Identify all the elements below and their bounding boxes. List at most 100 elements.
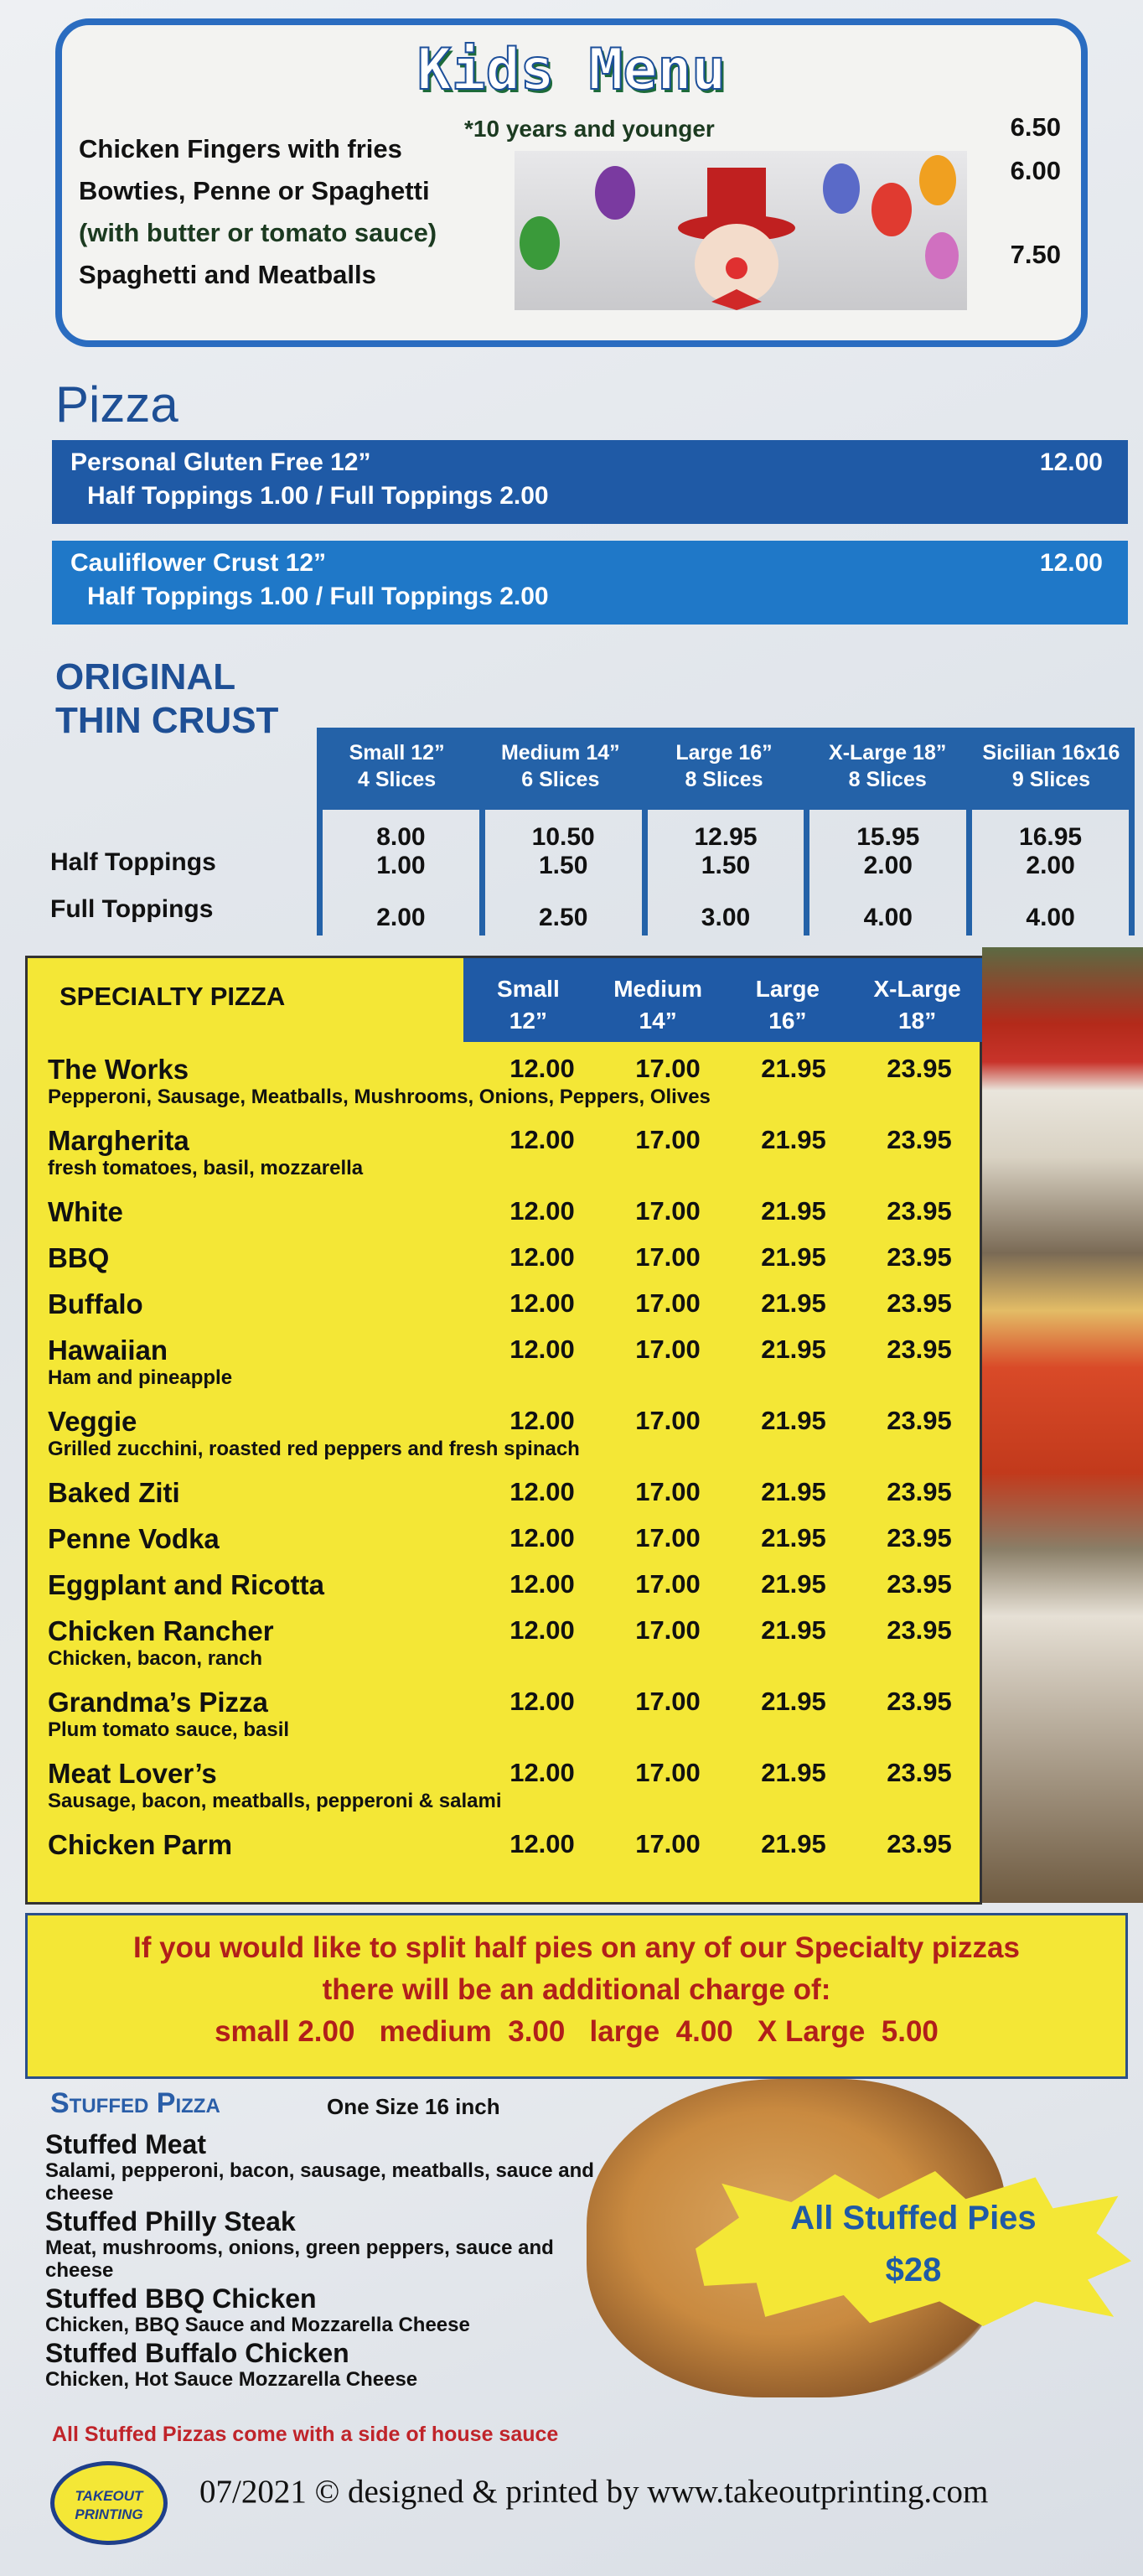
price-medium: 17.00 (635, 1758, 701, 1787)
split-note-line: If you would like to split half pies on … (133, 1931, 1020, 1964)
price-medium: 17.00 (635, 1523, 701, 1552)
split-note-line: there will be an additional charge of: (322, 1973, 831, 2006)
specialty-row: Veggie Grilled zucchini, roasted red pepp… (48, 1394, 970, 1465)
specialty-row: Penne Vodka 12.00 17.00 21.95 23.95 (48, 1511, 970, 1558)
slices-label: 8 Slices (685, 768, 763, 791)
price-small: 12.00 (509, 1288, 575, 1318)
slices-label: 6 Slices (521, 768, 600, 791)
size-column-header: Large 16” (723, 958, 853, 1042)
pizza-description: Pepperoni, Sausage, Meatballs, Mushrooms… (48, 1086, 711, 1108)
kids-price: 7.50 (1010, 240, 1061, 269)
pizza-description: Plum tomato sauce, basil (48, 1718, 290, 1741)
pizza-section-title: Pizza (55, 376, 178, 433)
specialty-pizza-panel: SPECIALTY PIZZA Small 12” Medium 14” Large 16… (25, 956, 982, 1905)
price-small: 12.00 (509, 1125, 575, 1154)
specialty-size-header: Small 12” Medium 14” Large 16” X-Large 18” (463, 958, 982, 1042)
price-x-large: 23.95 (887, 1054, 952, 1083)
price-small: 12.00 (509, 1406, 575, 1435)
kids-price: 6.50 (1010, 112, 1061, 142)
specialty-row: Meat Lover’s Sausage, bacon, meatballs, p… (48, 1746, 970, 1817)
price-small: 12.00 (509, 1687, 575, 1716)
kids-menu-title: Kids Menu (416, 36, 727, 104)
size-column-header: Medium 14” (593, 958, 723, 1042)
price-large: 21.95 (761, 1523, 826, 1552)
specialty-row: Grandma’s Pizza Plum tomato sauce, basil 1… (48, 1675, 970, 1746)
pizza-description: Sausage, bacon, meatballs, pepperoni & s… (48, 1790, 502, 1812)
base-price: 12.95 (694, 823, 758, 851)
full-toppings-label: Full Toppings (50, 895, 214, 923)
base-price: 8.00 (376, 823, 426, 851)
specialty-row: Baked Ziti 12.00 17.00 21.95 23.95 (48, 1465, 970, 1511)
stuffed-pizza-title: Stuffed Pizza (50, 2087, 220, 2119)
price-x-large: 23.95 (887, 1569, 952, 1599)
price-small: 12.00 (509, 1615, 575, 1645)
specialty-row: BBQ 12.00 17.00 21.95 23.95 (48, 1231, 970, 1277)
price-x-large: 23.95 (887, 1335, 952, 1364)
price-x-large: 23.95 (887, 1406, 952, 1435)
stuffed-item: Stuffed Philly Steak Meat, mushrooms, oni… (45, 2206, 598, 2282)
item-name: Cauliflower Crust 12” (70, 549, 327, 577)
pizza-name: Chicken Rancher (48, 1615, 274, 1646)
pizza-name: Chicken Parm (48, 1829, 233, 1860)
item-toppings: Half Toppings 1.00 / Full Toppings 2.00 (87, 583, 549, 610)
stuffed-sauce-note: All Stuffed Pizzas come with a side of h… (52, 2423, 559, 2446)
stuffed-description: Chicken, Hot Sauce Mozzarella Cheese (45, 2368, 418, 2391)
thin-crust-title-line: ORIGINAL (55, 656, 236, 697)
specialty-row: Eggplant and Ricotta 12.00 17.00 21.95 23.95 (48, 1558, 970, 1604)
size-inch: 12” (509, 1008, 547, 1034)
full-topping-price: 4.00 (863, 904, 913, 931)
kids-item: Spaghetti and Meatballs (79, 260, 376, 289)
price-medium: 17.00 (635, 1406, 701, 1435)
specialty-row: Hawaiian Ham and pineapple 12.00 17.00 21.95… (48, 1323, 970, 1394)
price-medium: 17.00 (635, 1335, 701, 1364)
size-header: Large 16” 8 Slices (644, 728, 808, 810)
stuffed-description: Meat, mushrooms, onions, green peppers, … (45, 2237, 554, 2282)
item-toppings: Half Toppings 1.00 / Full Toppings 2.00 (87, 482, 549, 510)
price-large: 21.95 (761, 1758, 826, 1787)
cauliflower-crust-bar: Cauliflower Crust 12” Half Toppings 1.00… (52, 541, 1128, 625)
price-cell: 8.00 1.00 2.00 (317, 810, 479, 936)
price-cell: 16.95 2.00 4.00 (966, 810, 1135, 936)
clown-icon (520, 155, 959, 310)
size-label: Medium 14” (500, 741, 620, 765)
pizza-name: Eggplant and Ricotta (48, 1569, 324, 1600)
full-topping-price: 3.00 (701, 904, 751, 931)
stuffed-description: Chicken, BBQ Sauce and Mozzarella Cheese (45, 2314, 470, 2336)
item-name: Personal Gluten Free 12” (70, 448, 371, 476)
specialty-row: Chicken Parm 12.00 17.00 21.95 23.95 (48, 1817, 970, 1863)
thin-crust-title: ORIGINAL THIN CRUST (55, 656, 278, 743)
kids-menu-box: Kids Menu *10 years and younger Chicken … (55, 18, 1088, 347)
stuffed-name: Stuffed Philly Steak (45, 2206, 296, 2237)
half-topping-price: 1.00 (376, 852, 426, 879)
full-topping-price: 2.00 (376, 904, 426, 931)
price-medium: 17.00 (635, 1687, 701, 1716)
pizza-name: Penne Vodka (48, 1523, 220, 1554)
price-cell: 12.95 1.50 3.00 (641, 810, 804, 936)
specialty-row: Margherita fresh tomatoes, basil, mozzare… (48, 1113, 970, 1184)
thin-crust-body: 8.00 1.00 2.00 10.50 1.50 2.50 12.95 1.50 3.00 15… (317, 810, 1135, 936)
size-name: Small (497, 976, 560, 1002)
specialty-row: White 12.00 17.00 21.95 23.95 (48, 1184, 970, 1231)
size-label: Large 16” (675, 741, 773, 765)
pizza-name: Meat Lover’s (48, 1758, 217, 1789)
price-medium: 17.00 (635, 1569, 701, 1599)
price-large: 21.95 (761, 1687, 826, 1716)
pizza-name: Veggie (48, 1406, 137, 1437)
size-label: Sicilian 16x16 (982, 741, 1120, 765)
price-medium: 17.00 (635, 1125, 701, 1154)
base-price: 10.50 (531, 823, 595, 851)
kids-item: Bowties, Penne or Spaghetti (79, 176, 430, 205)
size-header: Small 12” 4 Slices (317, 728, 481, 810)
price-medium: 17.00 (635, 1054, 701, 1083)
stuffed-name: Stuffed Meat (45, 2129, 206, 2159)
price-small: 12.00 (509, 1523, 575, 1552)
slices-label: 4 Slices (358, 768, 437, 791)
price-small: 12.00 (509, 1335, 575, 1364)
price-large: 21.95 (761, 1288, 826, 1318)
price-x-large: 23.95 (887, 1477, 952, 1506)
size-label: Small 12” (349, 741, 445, 765)
stuffed-list: Stuffed Meat Salami, pepperoni, bacon, sa… (45, 2129, 598, 2392)
price-small: 12.00 (509, 1758, 575, 1787)
specialty-rows: The Works Pepperoni, Sausage, Meatballs, … (48, 1042, 970, 1863)
clown-balloons-illustration (515, 151, 967, 310)
